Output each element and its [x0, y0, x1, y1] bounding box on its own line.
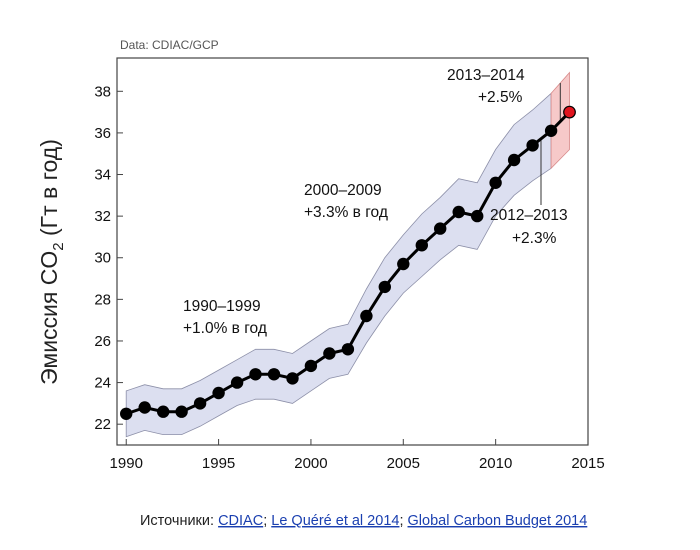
- annotations: 1990–1999 +1.0% в год 2000–2009 +3.3% в …: [183, 67, 568, 337]
- annotation-2013-2014-rate: +2.5%: [478, 89, 523, 106]
- annotation-2000-2009-period: 2000–2009: [304, 182, 382, 199]
- y-tick-label-30: 30: [94, 250, 111, 267]
- series: [120, 105, 576, 420]
- plot-frame: [116, 57, 589, 446]
- data-point-2013: [544, 124, 558, 137]
- annotation-2013-2014-period: 2013–2014: [447, 67, 525, 84]
- data-point-1992: [157, 405, 170, 418]
- data-point-2004: [378, 280, 391, 294]
- data-point-2012: [526, 139, 539, 152]
- x-tick-label-2005: 2005: [387, 455, 420, 472]
- bands: [125, 71, 570, 438]
- annotation-2012-2013-period: 2012–2013: [490, 207, 568, 224]
- source-link-cdiac[interactable]: CDIAC: [218, 513, 263, 529]
- annotation-leaders: [540, 83, 561, 205]
- y-tick-label-32: 32: [94, 208, 111, 225]
- data-point-2006: [415, 239, 428, 252]
- y-tick-label-24: 24: [94, 375, 111, 392]
- source-link-global-carbon-budget-2014[interactable]: Global Carbon Budget 2014: [408, 513, 588, 529]
- y-axis-label-main: Эмиссия CO: [36, 251, 62, 385]
- x-tick-label-2010: 2010: [479, 455, 512, 472]
- data-point-2011: [507, 153, 521, 167]
- annotation-1990-1999-rate: +1.0% в год: [183, 320, 267, 337]
- y-tick-label-36: 36: [94, 125, 111, 142]
- x-tick-label-1990: 1990: [110, 455, 143, 472]
- data-point-1996: [230, 376, 244, 389]
- data-point-1999: [286, 372, 299, 385]
- sources-label: Источники: [140, 513, 210, 529]
- data-point-2005: [397, 257, 410, 271]
- y-axis-label-subscript: 2: [50, 242, 67, 250]
- data-point-1995: [212, 386, 225, 400]
- sources-line: Источники: CDIAC; Le Quéré et al 2014; G…: [140, 513, 587, 529]
- data-point-2001: [323, 347, 336, 360]
- data-point-2000: [304, 359, 318, 373]
- data-point-2010: [489, 176, 502, 189]
- source-link-le-quere-2014[interactable]: Le Quéré et al 2014: [271, 513, 399, 529]
- data-point-1998: [267, 368, 281, 381]
- y-tick-label-22: 22: [94, 416, 111, 433]
- y-tick-label-38: 38: [94, 83, 111, 100]
- x-tick-label-2000: 2000: [294, 455, 327, 472]
- annotation-1990-1999-period: 1990–1999: [183, 298, 261, 315]
- data-point-2009: [471, 209, 484, 223]
- x-tick-label-2015: 2015: [571, 455, 604, 472]
- x-tick-label-1995: 1995: [202, 455, 235, 472]
- data-point-2008: [452, 205, 465, 219]
- data-point-2002: [341, 343, 355, 356]
- axes: 1990 1995 2000 2005 2010 2015 22 24 26 28 30 32 34 36…: [94, 83, 604, 472]
- sources-separator: :: [210, 513, 218, 529]
- data-point-1994: [193, 397, 207, 410]
- annotation-2000-2009-rate: +3.3% в год: [304, 204, 388, 221]
- data-point-1993: [175, 405, 188, 418]
- y-tick-label-34: 34: [94, 167, 111, 184]
- uncertainty-band: [125, 92, 552, 438]
- data-point-1991: [138, 401, 151, 414]
- sources-link-separator: ;: [263, 513, 271, 529]
- y-axis-label-unit: (Гт в год): [36, 139, 62, 242]
- y-axis-label: Эмиссия CO2 (Гт в год): [36, 139, 67, 385]
- data-point-2003: [360, 309, 373, 323]
- data-source-label: Data: CDIAC/GCP: [120, 38, 219, 52]
- projection-point-2014: [563, 105, 576, 119]
- annotation-2012-2013-rate: +2.3%: [512, 230, 557, 247]
- y-tick-label-28: 28: [94, 291, 111, 308]
- data-point-2007: [434, 222, 447, 235]
- data-point-1997: [249, 368, 262, 381]
- sources-link-separator: ;: [399, 513, 407, 529]
- data-point-1990: [120, 407, 133, 420]
- y-tick-label-26: 26: [94, 333, 111, 350]
